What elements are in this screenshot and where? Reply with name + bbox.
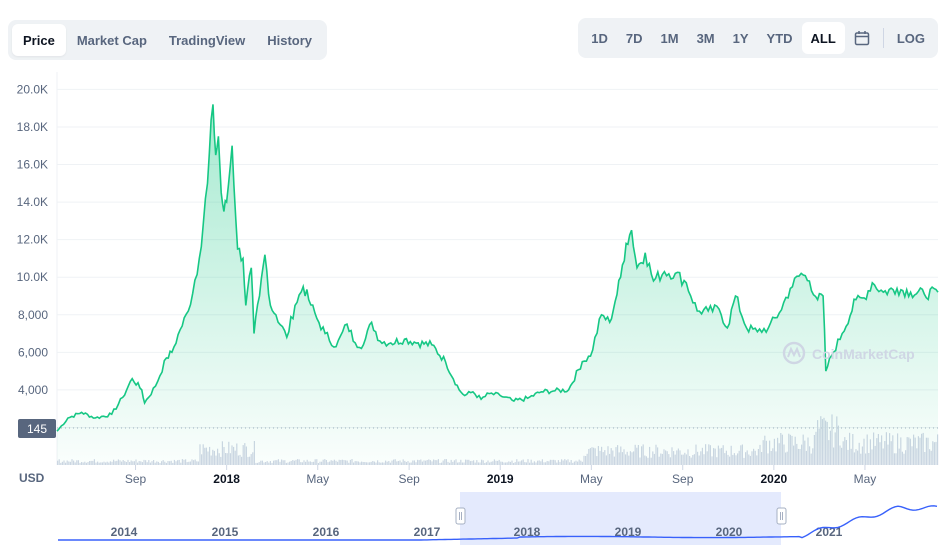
- tab-tradingview[interactable]: TradingView: [168, 32, 246, 48]
- navigator-axis: 2014 2015 2016 2017 2018 2019 2020 2021: [111, 525, 843, 539]
- range-button-3m[interactable]: 3M: [696, 30, 715, 46]
- navigator-tick-label: 2021: [816, 525, 843, 539]
- calendar-icon: [854, 31, 870, 46]
- y-tick-label: 12.0K: [17, 233, 48, 247]
- tab-history[interactable]: History: [267, 32, 313, 48]
- navigator-tick-label: 2015: [212, 525, 239, 539]
- navigator-tick-label: 2014: [111, 525, 138, 539]
- log-scale-button[interactable]: LOG: [896, 30, 925, 46]
- navigator-right-handle[interactable]: [776, 507, 787, 525]
- y-axis: 2,0004,0006,0008,00010.0K12.0K14.0K16.0K…: [17, 82, 49, 434]
- navigator-line: [58, 505, 938, 541]
- y-tick-label: 20.0K: [17, 82, 48, 96]
- time-range-selector: 1D 7D 1M 3M 1Y YTD ALL LOG: [578, 18, 938, 58]
- x-tick-label: May: [580, 472, 603, 486]
- range-button-7d[interactable]: 7D: [625, 30, 643, 46]
- volume-marker: 145: [18, 419, 56, 438]
- y-tick-label: 18.0K: [17, 120, 48, 134]
- navigator-tick-label: 2016: [313, 525, 340, 539]
- y-tick-label: 16.0K: [17, 158, 48, 172]
- x-tick-label: May: [854, 472, 877, 486]
- volume-marker-label: 145: [27, 422, 47, 436]
- x-tick-label: Sep: [672, 472, 694, 486]
- watermark: CoinMarketCap: [782, 341, 915, 365]
- price-area-fill: [57, 104, 938, 466]
- y-tick-label: 8,000: [18, 308, 48, 322]
- range-button-all[interactable]: ALL: [801, 22, 845, 54]
- navigator-tick-label: 2017: [414, 525, 441, 539]
- y-tick-label: 14.0K: [17, 195, 48, 209]
- y-tick-label: 10.0K: [17, 270, 48, 284]
- navigator-tick-label: 2018: [514, 525, 541, 539]
- x-axis: Sep 2018 May Sep 2019 May Sep 2020 May: [125, 465, 876, 486]
- watermark-text: CoinMarketCap: [812, 346, 915, 362]
- x-tick-label: May: [306, 472, 329, 486]
- range-button-ytd[interactable]: YTD: [766, 30, 793, 46]
- x-tick-label: Sep: [125, 472, 147, 486]
- x-tick-label: 2020: [760, 472, 787, 486]
- x-tick-label: 2018: [213, 472, 240, 486]
- navigator[interactable]: 2014 2015 2016 2017 2018 2019 2020 2021: [58, 492, 938, 545]
- chart-type-tabs: Price Market Cap TradingView History: [8, 20, 328, 60]
- x-tick-label: Sep: [398, 472, 420, 486]
- navigator-tick-label: 2019: [615, 525, 642, 539]
- navigator-left-handle[interactable]: [455, 507, 466, 525]
- y-tick-label: 4,000: [18, 383, 48, 397]
- range-button-1y[interactable]: 1Y: [732, 30, 749, 46]
- navigator-tick-label: 2020: [716, 525, 743, 539]
- tab-market-cap[interactable]: Market Cap: [76, 32, 147, 48]
- range-divider: [882, 28, 884, 48]
- price-line: [56, 104, 939, 432]
- currency-label: USD: [19, 471, 45, 485]
- y-tick-label: 6,000: [18, 345, 48, 359]
- tab-price[interactable]: Price: [12, 24, 66, 56]
- x-tick-label: 2019: [487, 472, 514, 486]
- range-button-1m[interactable]: 1M: [660, 30, 679, 46]
- range-button-1d[interactable]: 1D: [591, 30, 608, 46]
- calendar-button[interactable]: [845, 22, 879, 54]
